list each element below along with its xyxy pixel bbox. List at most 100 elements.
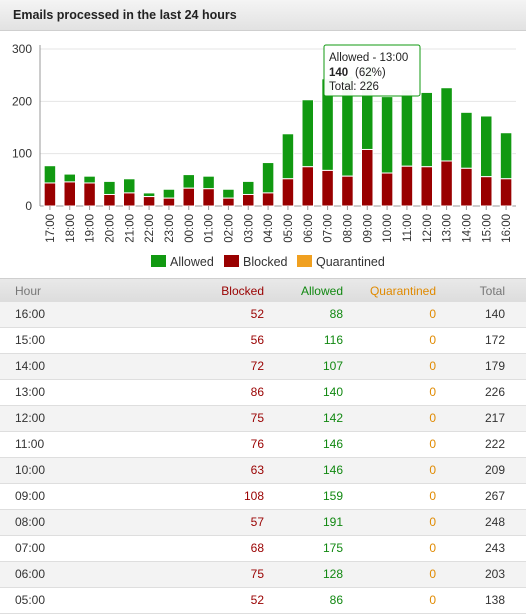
x-tick-label: 22:00 xyxy=(144,214,156,243)
cell-blocked: 63 xyxy=(250,463,264,477)
cell-hour: 11:00 xyxy=(15,437,45,451)
bar-blocked xyxy=(479,176,493,207)
cell-blocked: 52 xyxy=(250,307,264,321)
bar-allowed xyxy=(261,162,275,194)
legend-label-blocked: Blocked xyxy=(243,255,288,269)
x-tick-label: 23:00 xyxy=(164,214,176,243)
bar-allowed xyxy=(301,99,315,168)
x-tick-label: 01:00 xyxy=(204,214,216,243)
y-tick-label: 0 xyxy=(25,199,32,213)
cell-hour: 07:00 xyxy=(15,541,46,555)
x-tick-label: 03:00 xyxy=(243,214,255,243)
legend-swatch-quarantined xyxy=(297,255,312,267)
x-tick-label: 00:00 xyxy=(184,214,196,243)
x-tick-label: 13:00 xyxy=(442,214,454,243)
bar-allowed xyxy=(142,192,156,198)
cell-allowed: 116 xyxy=(323,333,343,347)
cell-blocked: 108 xyxy=(243,489,264,503)
table-header: Hour Blocked Allowed Quarantined Total xyxy=(0,278,526,304)
cell-blocked: 68 xyxy=(250,541,264,555)
cell-allowed: 140 xyxy=(322,385,343,399)
table-body: 16:00 52 88 0 140 15:00 56 116 0 172 14:00 72 107 0 17… xyxy=(0,302,526,614)
bar-allowed xyxy=(479,115,493,178)
y-tick-label: 200 xyxy=(12,94,32,108)
x-tick-label: 08:00 xyxy=(342,214,354,243)
bar-blocked xyxy=(460,167,473,207)
header-quarantined[interactable]: Quarantined xyxy=(369,284,436,298)
bar-allowed xyxy=(440,87,453,162)
cell-total: 140 xyxy=(484,307,505,321)
panel-title: Emails processed in the last 24 hours xyxy=(0,0,526,31)
cell-quarantined: 0 xyxy=(429,567,436,581)
bar-blocked xyxy=(301,166,315,207)
table-row: 09:00 108 159 0 267 xyxy=(0,484,526,510)
cell-blocked: 56 xyxy=(250,333,264,347)
table-row: 12:00 75 142 0 217 xyxy=(0,406,526,432)
bar-allowed xyxy=(63,173,77,183)
bar-blocked xyxy=(103,193,116,207)
x-tick-label: 20:00 xyxy=(104,214,116,243)
bar-allowed xyxy=(222,188,235,199)
cell-hour: 14:00 xyxy=(15,359,46,373)
cell-quarantined: 0 xyxy=(429,489,436,503)
legend-swatch-blocked xyxy=(224,255,239,267)
legend-label-quarantined: Quarantined xyxy=(316,255,385,269)
x-tick-label: 09:00 xyxy=(362,214,374,243)
x-tick-label: 02:00 xyxy=(223,214,235,243)
bar-allowed xyxy=(380,96,394,174)
x-tick-label: 19:00 xyxy=(85,214,97,243)
header-allowed[interactable]: Allowed xyxy=(300,284,343,298)
cell-hour: 09:00 xyxy=(15,489,46,503)
cell-total: 248 xyxy=(484,515,505,529)
cell-allowed: 146 xyxy=(322,437,343,451)
header-hour[interactable]: Hour xyxy=(15,284,42,298)
x-tick-label: 05:00 xyxy=(283,214,295,243)
cell-hour: 08:00 xyxy=(15,515,46,529)
x-tick-label: 12:00 xyxy=(422,214,434,243)
chart-tooltip: Allowed - 13:00 140 (62%) Total: 226 xyxy=(323,44,421,97)
table-row: 11:00 76 146 0 222 xyxy=(0,432,526,458)
bar-blocked xyxy=(321,169,334,207)
bar-allowed xyxy=(83,175,96,184)
bar-blocked xyxy=(440,160,453,207)
x-tick-label: 10:00 xyxy=(382,214,394,243)
table-row: 08:00 57 191 0 248 xyxy=(0,510,526,536)
bar-allowed xyxy=(420,91,434,168)
cell-quarantined: 0 xyxy=(429,307,436,321)
cell-total: 179 xyxy=(484,359,505,373)
cell-blocked: 72 xyxy=(250,359,264,373)
bar-blocked xyxy=(341,175,354,207)
bar-blocked xyxy=(43,182,57,207)
x-tick-label: 17:00 xyxy=(45,214,57,243)
cell-total: 138 xyxy=(484,593,505,607)
cell-allowed: 142 xyxy=(322,411,343,425)
bar-allowed xyxy=(162,188,176,199)
bar-allowed xyxy=(499,132,513,180)
x-tick-label: 06:00 xyxy=(303,214,315,243)
cell-allowed: 146 xyxy=(322,463,343,477)
cell-blocked: 52 xyxy=(250,593,264,607)
bar-blocked xyxy=(83,182,96,207)
cell-total: 226 xyxy=(484,385,505,399)
cell-total: 209 xyxy=(484,463,505,477)
bar-blocked xyxy=(182,187,196,207)
header-total[interactable]: Total xyxy=(479,284,505,298)
tooltip-box xyxy=(323,44,421,97)
bar-blocked xyxy=(142,196,156,207)
cell-quarantined: 0 xyxy=(429,437,436,451)
x-tick-label: 11:00 xyxy=(402,214,414,242)
bar-blocked xyxy=(202,188,215,207)
cell-blocked: 75 xyxy=(250,567,264,581)
cell-quarantined: 0 xyxy=(429,385,436,399)
bar-allowed xyxy=(241,180,255,195)
cell-hour: 12:00 xyxy=(15,411,46,425)
emails-bar-chart: 0 100 200 300 17:00 18:00 19:00 20:00 21:00 22:00… xyxy=(12,42,516,269)
cell-quarantined: 0 xyxy=(429,463,436,477)
legend-label-allowed: Allowed xyxy=(170,255,214,269)
cell-hour: 10:00 xyxy=(15,463,46,477)
bar-blocked xyxy=(400,165,414,207)
y-tick-label: 300 xyxy=(12,42,32,56)
header-blocked[interactable]: Blocked xyxy=(221,284,264,298)
bar-allowed xyxy=(400,89,414,167)
